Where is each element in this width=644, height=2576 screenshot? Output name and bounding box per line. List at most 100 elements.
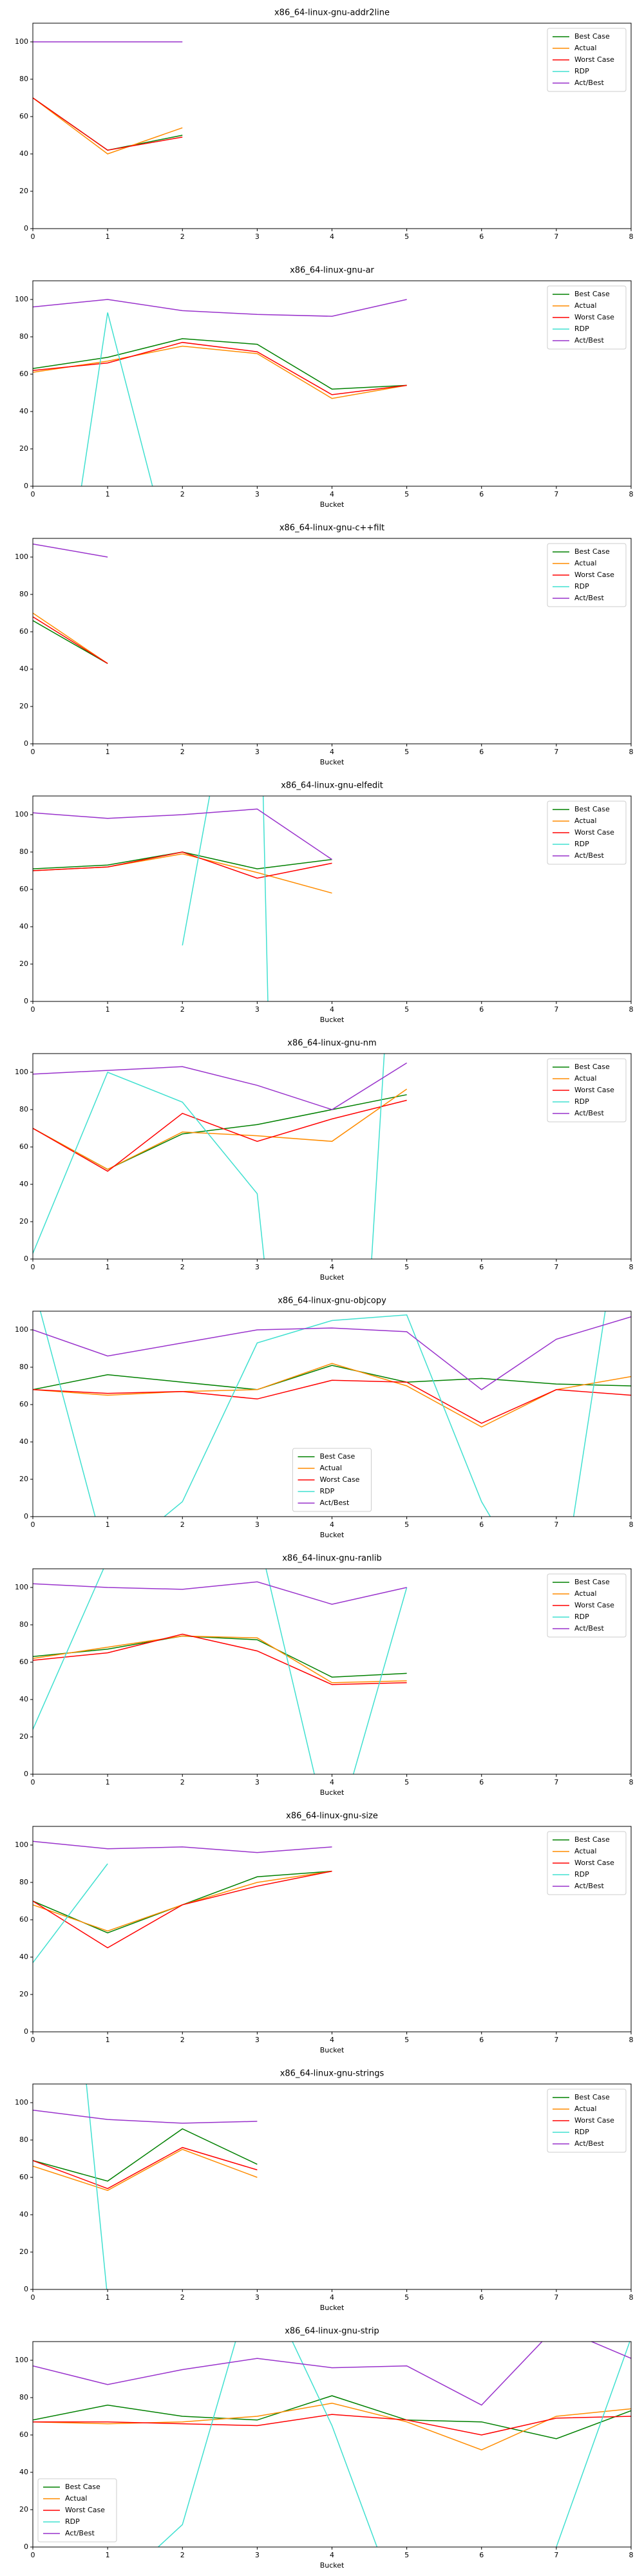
series-line — [33, 97, 183, 151]
series-line — [33, 2395, 631, 2439]
chart-title: x86_64-linux-gnu-size — [286, 1812, 378, 1821]
legend-label: RDP — [574, 2128, 589, 2136]
series-line — [33, 97, 183, 155]
legend-label: Act/Best — [65, 2529, 95, 2537]
x-tick-label: 7 — [554, 1005, 558, 1014]
series-line — [86, 2084, 108, 2289]
y-tick-label: 100 — [15, 37, 28, 46]
x-tick-label: 0 — [31, 2293, 35, 2302]
y-tick-label: 80 — [19, 2393, 28, 2401]
y-tick-label: 60 — [19, 1142, 28, 1151]
series-line — [33, 1633, 407, 1685]
series-line — [33, 1635, 407, 1678]
series-line — [33, 2342, 631, 2406]
x-tick-label: 7 — [554, 748, 558, 756]
legend-label: Act/Best — [574, 1882, 604, 1890]
x-tick-label: 2 — [180, 2036, 185, 2044]
chart-title: x86_64-linux-gnu-nm — [287, 1039, 376, 1048]
x-tick-label: 2 — [180, 2293, 185, 2302]
x-tick-label: 6 — [479, 1778, 484, 1786]
legend-label: Worst Case — [574, 828, 614, 837]
y-tick-label: 0 — [24, 2543, 28, 2551]
y-tick-label: 60 — [19, 1400, 28, 1408]
x-tick-label: 0 — [31, 490, 35, 498]
chart-title: x86_64-linux-gnu-elfedit — [281, 781, 383, 791]
series-line — [33, 2128, 258, 2182]
x-tick-label: 3 — [255, 748, 260, 756]
series-line — [33, 612, 108, 664]
legend: Best Case Actual Worst Case RDP Act/Best — [547, 1573, 627, 1638]
y-tick-label: 80 — [19, 75, 28, 83]
y-tick-label: 40 — [19, 407, 28, 415]
x-tick-label: 7 — [554, 2293, 558, 2302]
x-tick-label: 3 — [255, 1520, 260, 1529]
x-tick-label: 6 — [479, 232, 484, 241]
series-line — [33, 2109, 258, 2124]
series-line — [33, 1863, 108, 1964]
legend-label: RDP — [574, 1097, 589, 1106]
series-line — [33, 616, 108, 664]
y-tick-label: 80 — [19, 1105, 28, 1113]
x-tick-label: 4 — [330, 1263, 334, 1271]
x-tick-label: 2 — [180, 490, 185, 498]
y-tick-label: 20 — [19, 1990, 28, 1998]
x-tick-label: 6 — [479, 2036, 484, 2044]
y-tick-label: 80 — [19, 590, 28, 598]
y-tick-label: 0 — [24, 739, 28, 748]
x-tick-label: 2 — [180, 232, 185, 241]
x-tick-label: 4 — [330, 1520, 334, 1529]
subplot: x86_64-linux-gnu-elfedit 0 20 40 60 80 100 0 1 2 3… — [15, 781, 634, 1025]
series-line — [33, 338, 407, 390]
chart-title: x86_64-linux-gnu-ar — [290, 266, 374, 276]
y-tick-label: 100 — [15, 1841, 28, 1849]
y-tick-label: 60 — [19, 2430, 28, 2439]
x-tick-label: 0 — [31, 1520, 35, 1529]
subplot: x86_64-linux-gnu-nm 0 20 40 60 80 100 0 1 2 3 4 5 6 7 8… — [15, 1039, 634, 1282]
series-line — [33, 1379, 631, 1424]
series-line — [33, 1581, 407, 1605]
legend-label: Best Case — [574, 805, 610, 813]
x-tick-label: 3 — [255, 1005, 260, 1014]
series-line — [80, 312, 153, 486]
legend-label: Best Case — [574, 1063, 610, 1071]
legend-box — [37, 2478, 117, 2543]
x-tick-label: 8 — [629, 748, 634, 756]
legend-label: Best Case — [574, 547, 610, 556]
x-tick-label: 4 — [330, 2293, 334, 2302]
legend-label: Actual — [574, 1847, 596, 1855]
y-tick-label: 20 — [19, 1475, 28, 1483]
legend-label: RDP — [574, 325, 589, 333]
x-tick-label: 3 — [255, 1778, 260, 1786]
x-tick-label: 3 — [255, 490, 260, 498]
legend-box — [547, 543, 627, 607]
x-tick-label: 6 — [479, 1520, 484, 1529]
x-tick-label: 8 — [629, 2036, 634, 2044]
y-tick-label: 80 — [19, 848, 28, 856]
series-line — [33, 1062, 408, 1110]
legend-box — [547, 1831, 627, 1895]
y-tick-label: 40 — [19, 665, 28, 673]
legend-label: Worst Case — [574, 2116, 614, 2125]
subplot: x86_64-linux-gnu-ar 0 20 40 60 80 100 0 1 2 3 4 5 6 7 8… — [15, 266, 634, 509]
y-tick-label: 20 — [19, 960, 28, 968]
legend-label: Actual — [574, 2105, 596, 2113]
legend-label: Best Case — [574, 290, 610, 298]
legend-label: Actual — [65, 2494, 87, 2503]
legend-label: RDP — [574, 67, 589, 75]
y-tick-label: 40 — [19, 1953, 28, 1961]
y-tick-label: 0 — [24, 1512, 28, 1520]
y-tick-label: 20 — [19, 187, 28, 195]
legend: Best Case Actual Worst Case RDP Act/Best — [547, 800, 627, 865]
y-tick-label: 0 — [24, 482, 28, 490]
x-tick-label: 1 — [106, 748, 110, 756]
x-tick-label: 8 — [629, 1263, 634, 1271]
series-line — [39, 1311, 606, 1517]
x-tick-label: 4 — [330, 2036, 334, 2044]
x-tick-label: 8 — [629, 490, 634, 498]
x-tick-label: 6 — [479, 748, 484, 756]
plot-area — [33, 41, 183, 155]
y-tick-label: 40 — [19, 1695, 28, 1703]
x-tick-label: 0 — [31, 748, 35, 756]
legend-box — [547, 2088, 627, 2153]
legend-label: Best Case — [65, 2483, 100, 2491]
